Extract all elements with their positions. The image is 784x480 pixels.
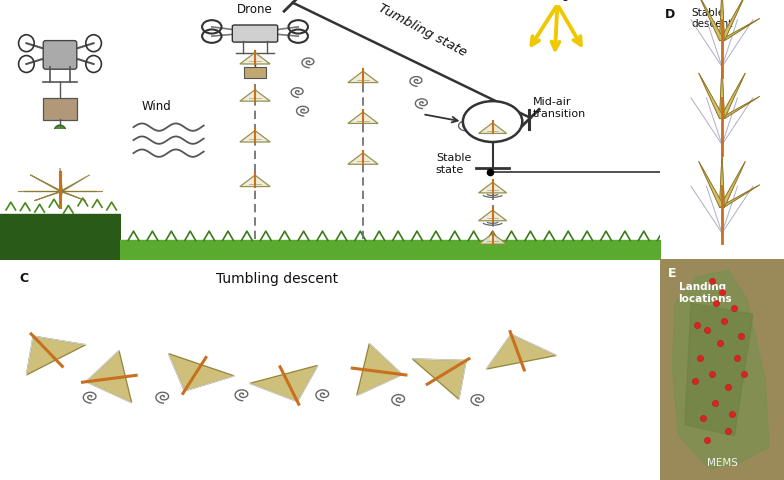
Polygon shape: [699, 74, 724, 120]
Text: Drone: Drone: [237, 3, 273, 16]
Polygon shape: [673, 271, 769, 469]
Polygon shape: [720, 0, 724, 41]
Polygon shape: [720, 97, 760, 120]
Text: Drone release: Drone release: [27, 4, 109, 14]
Polygon shape: [249, 365, 318, 402]
Text: MEMS: MEMS: [706, 456, 738, 467]
Polygon shape: [486, 335, 557, 370]
FancyBboxPatch shape: [43, 41, 77, 70]
Polygon shape: [478, 211, 506, 221]
Polygon shape: [720, 19, 760, 41]
FancyBboxPatch shape: [232, 26, 278, 43]
Polygon shape: [720, 74, 746, 120]
Polygon shape: [478, 123, 506, 134]
Circle shape: [463, 102, 522, 143]
Polygon shape: [699, 0, 724, 41]
Polygon shape: [412, 359, 466, 399]
Polygon shape: [478, 183, 506, 193]
Text: C: C: [20, 272, 29, 285]
Polygon shape: [240, 91, 270, 102]
Polygon shape: [699, 162, 724, 207]
Polygon shape: [699, 74, 724, 120]
Polygon shape: [720, 74, 746, 120]
Polygon shape: [720, 65, 724, 120]
Polygon shape: [660, 260, 784, 480]
Polygon shape: [720, 162, 746, 207]
Polygon shape: [720, 185, 760, 207]
FancyBboxPatch shape: [43, 98, 77, 120]
Polygon shape: [240, 132, 270, 143]
Text: B: B: [6, 133, 16, 146]
Polygon shape: [27, 336, 85, 375]
Polygon shape: [357, 344, 402, 396]
Polygon shape: [720, 65, 724, 120]
Text: Wind: Wind: [142, 99, 172, 112]
Polygon shape: [60, 168, 63, 192]
Polygon shape: [720, 97, 760, 120]
Polygon shape: [240, 176, 270, 187]
Polygon shape: [34, 192, 63, 201]
Text: E: E: [667, 266, 676, 279]
FancyBboxPatch shape: [244, 68, 266, 79]
Polygon shape: [684, 303, 753, 436]
Text: Post-landing: Post-landing: [27, 133, 101, 144]
Text: A: A: [6, 4, 16, 17]
Polygon shape: [348, 72, 378, 84]
Text: Landing
locations: Landing locations: [679, 281, 732, 303]
Polygon shape: [720, 153, 724, 207]
Text: Mid-air
transition: Mid-air transition: [533, 97, 586, 119]
Text: Tumbling descent: Tumbling descent: [216, 272, 338, 286]
Polygon shape: [720, 19, 760, 41]
Polygon shape: [699, 0, 724, 41]
Text: D: D: [665, 8, 675, 21]
Polygon shape: [478, 234, 506, 245]
Polygon shape: [720, 162, 746, 207]
Polygon shape: [720, 0, 746, 41]
Polygon shape: [720, 0, 724, 41]
Text: Sunlight: Sunlight: [533, 0, 582, 1]
Polygon shape: [720, 185, 760, 207]
Polygon shape: [720, 153, 724, 207]
Polygon shape: [86, 351, 132, 403]
Text: Tumbling state: Tumbling state: [376, 1, 469, 59]
Circle shape: [54, 126, 66, 139]
Polygon shape: [348, 113, 378, 124]
Polygon shape: [720, 0, 746, 41]
Polygon shape: [699, 162, 724, 207]
Polygon shape: [60, 192, 85, 201]
Polygon shape: [240, 53, 270, 65]
Polygon shape: [169, 354, 234, 391]
Polygon shape: [31, 176, 63, 192]
Text: Stable
state: Stable state: [436, 153, 471, 174]
Polygon shape: [60, 192, 63, 205]
Polygon shape: [348, 154, 378, 165]
Polygon shape: [60, 176, 89, 192]
Text: Stable
descent: Stable descent: [691, 8, 732, 29]
